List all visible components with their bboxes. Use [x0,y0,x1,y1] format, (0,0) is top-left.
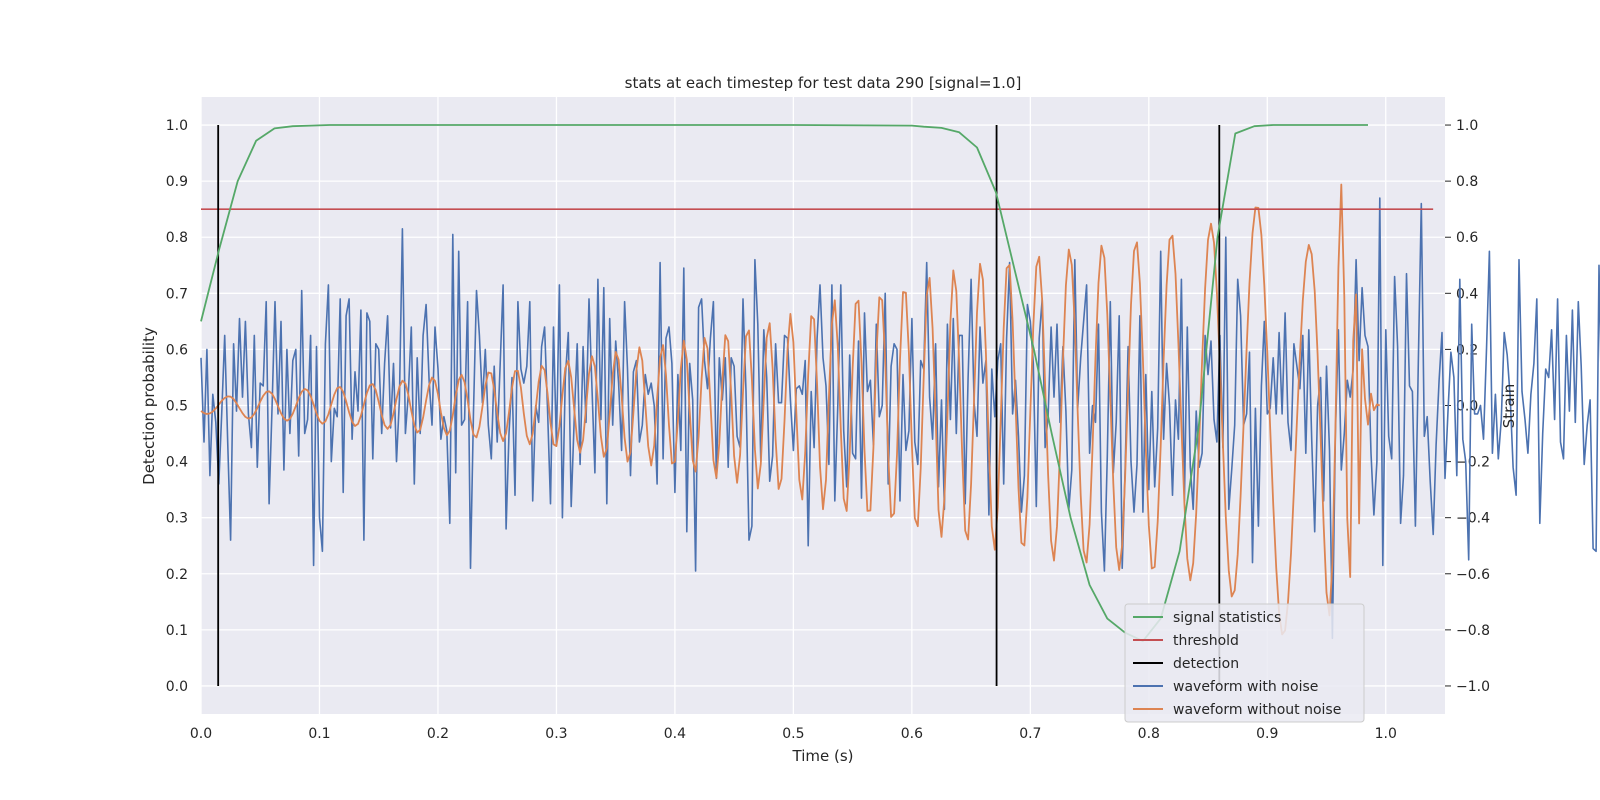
series-layer [200,124,1600,686]
legend-box [1124,603,1365,723]
y-tick-label-left: 0.9 [166,174,188,190]
x-tick-label: 0.0 [190,726,212,742]
legend-label-detection: detection [1173,656,1239,672]
y-tick-label-left: 0.5 [166,399,188,415]
x-tick-label: 0.7 [1019,726,1041,742]
y-tick-label-right: −1.0 [1456,679,1490,695]
x-tick-label: 0.6 [901,726,923,742]
y-tick-label-right: −0.6 [1456,567,1490,583]
legend-label-signal-statistics: signal statistics [1173,610,1281,626]
y-tick-label-left: 0.6 [166,342,188,358]
x-tick-label: 0.1 [308,726,330,742]
chart-title: stats at each timestep for test data 290… [625,74,1022,92]
y-tick-label-left: 0.2 [166,567,188,583]
y-tick-label-right: −0.4 [1456,511,1490,527]
legend-label-waveform-without-noise: waveform without noise [1173,702,1341,718]
x-tick-label: 0.4 [664,726,686,742]
y-axis-label: Detection probability [140,327,158,485]
y-tick-label-right: 0.8 [1456,174,1478,190]
y-ticks-right: −1.0−0.8−0.6−0.4−0.20.00.20.40.60.81.0 [1445,118,1490,695]
x-tick-label: 0.3 [545,726,567,742]
x-tick-label: 0.2 [427,726,449,742]
legend: signal statistics threshold detection wa… [1124,603,1365,723]
y-tick-label-right: −0.2 [1456,455,1490,471]
legend-label-threshold: threshold [1173,633,1239,649]
x-tick-label: 1.0 [1375,726,1397,742]
y-tick-label-left: 1.0 [166,118,188,134]
y-tick-label-left: 0.1 [166,623,188,639]
x-axis-label: Time (s) [792,747,854,765]
series-signal-statistics [200,124,1368,642]
y-ticks-left: 0.0 0.1 0.2 0.3 0.4 0.5 0.6 0.7 0.8 0.9 1.0 [166,118,188,695]
y-tick-label-right: −0.8 [1456,623,1490,639]
x-tick-label: 0.8 [1138,726,1160,742]
y-tick-label-left: 0.7 [166,286,188,302]
series-waveform-without-noise [200,183,1381,636]
x-tick-label: 0.9 [1256,726,1278,742]
y-axis-label-right: Strain [1500,384,1518,428]
series-waveform-with-noise [200,197,1600,640]
x-tick-label: 0.5 [782,726,804,742]
legend-label-waveform-with-noise: waveform with noise [1173,679,1318,695]
x-ticks: 0.0 0.1 0.2 0.3 0.4 0.5 0.6 0.7 0.8 0.9 1.0 [190,726,1397,742]
y-tick-label-left: 0.8 [166,230,188,246]
y-tick-label-left: 0.3 [166,511,188,527]
y-tick-label-left: 0.4 [166,455,188,471]
y-tick-label-right: 1.0 [1456,118,1478,134]
y-tick-label-right: 0.6 [1456,230,1478,246]
y-tick-label-left: 0.0 [166,679,188,695]
y-tick-label-right: 0.4 [1456,286,1478,302]
